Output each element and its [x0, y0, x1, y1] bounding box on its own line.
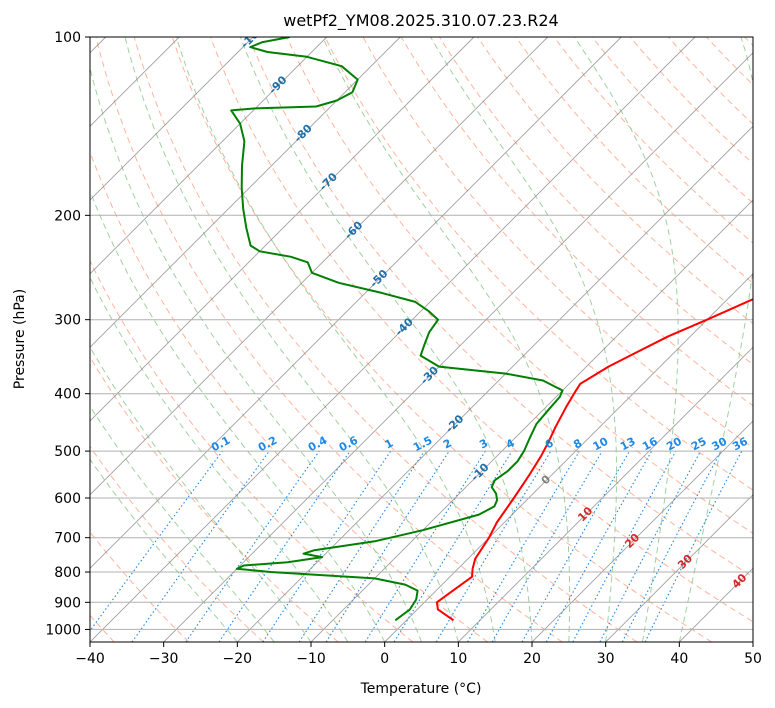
dry-adiabat-line	[400, 37, 753, 407]
mixing-ratio-label: 25	[689, 435, 709, 454]
mixing-ratio-line	[90, 450, 223, 632]
dry-adiabats	[90, 37, 753, 642]
y-tick-label: 700	[54, 531, 81, 547]
mixing-ratio-label: 13	[618, 435, 638, 454]
mixing-ratio-label: 20	[664, 435, 684, 454]
moist-adiabat-line	[90, 405, 275, 642]
y-tick-label: 400	[54, 387, 81, 403]
x-tick-label: 10	[449, 651, 467, 667]
plot-area: 0.10.20.40.611.52346810131620253036-100-…	[90, 37, 753, 642]
dry-adiabat-line	[171, 37, 712, 642]
profile-series	[230, 37, 753, 622]
moist-adiabat-line	[90, 189, 386, 642]
dry-adiabat-line	[477, 37, 753, 325]
isotherm-line	[605, 494, 753, 642]
dry-adiabat-line	[210, 37, 753, 623]
isotherm-line	[90, 37, 622, 569]
y-tick-label: 900	[54, 595, 81, 611]
isotherm-line	[90, 37, 401, 348]
isotherm-line	[236, 125, 753, 642]
y-tick-label: 500	[54, 444, 81, 460]
mixing-ratio-label: 30	[710, 435, 730, 454]
y-tick-label: 300	[54, 313, 81, 329]
mixing-ratio-line	[218, 450, 351, 642]
isotherm-line	[90, 37, 254, 201]
dry-adiabat-line	[629, 37, 753, 165]
x-tick-label: −20	[223, 651, 253, 667]
x-tick-label: −30	[149, 651, 179, 667]
mixing-ratio-line	[393, 450, 513, 642]
y-tick-label: 100	[54, 30, 81, 46]
mixing-ratio-line	[185, 450, 320, 642]
isotherm-line	[384, 273, 753, 642]
isotherm-line	[163, 52, 753, 642]
y-tick-label: 200	[54, 208, 81, 224]
chart-title: wetPf2_YM08.2025.310.07.23.R24	[283, 11, 558, 31]
moist-adiabat-line	[574, 37, 679, 642]
moist-adiabat-line	[678, 37, 753, 642]
dewpoint-line	[230, 37, 564, 622]
x-tick-label: 40	[670, 651, 688, 667]
isotherm-line	[90, 37, 549, 496]
dry-adiabat-line	[248, 37, 753, 578]
x-tick-label: −40	[75, 651, 105, 667]
mixing-ratio-label: 36	[730, 435, 750, 454]
moist-adiabat-line	[322, 37, 571, 642]
moist-adiabat-line	[90, 276, 349, 642]
mixing-ratio-label: 16	[640, 435, 660, 454]
dry-adiabat-line	[515, 37, 753, 284]
moist-adiabat-line	[124, 37, 459, 642]
dry-adiabat-line	[591, 37, 753, 204]
x-tick-label: 30	[597, 651, 615, 667]
moist-adiabat-line	[239, 37, 533, 642]
x-axis: −40 −30 −20 −10 0 10 20 30 40 50	[75, 642, 762, 667]
moist-adiabat-line	[90, 458, 238, 642]
y-tick-label: 1000	[45, 622, 81, 638]
x-axis-label: Temperature (°C)	[360, 681, 482, 697]
dry-adiabat-line	[90, 445, 264, 642]
mixing-ratio-lines	[90, 450, 743, 642]
mixing-ratio-line	[491, 450, 603, 642]
moist-adiabat-line	[90, 65, 422, 642]
dry-adiabat-line	[90, 259, 414, 642]
mixing-ratio-line	[325, 450, 450, 642]
isotherm-line	[90, 37, 328, 275]
y-axis-label: Pressure (hPa)	[12, 289, 28, 389]
isotherm-line	[90, 37, 475, 422]
x-tick-label: 0	[380, 651, 389, 667]
moist-adiabats	[90, 37, 753, 642]
pressure-gridlines	[90, 37, 753, 630]
isotherms	[90, 37, 753, 642]
mixing-ratio-line	[131, 450, 270, 642]
x-tick-label: 20	[523, 651, 541, 667]
y-tick-label: 600	[54, 491, 81, 507]
dry-adiabat-line	[133, 37, 638, 642]
x-tick-label: 50	[744, 651, 762, 667]
isotherm-line	[310, 199, 753, 642]
mixing-ratio-line	[435, 450, 552, 642]
dry-adiabat-line	[95, 37, 563, 642]
mixing-ratio-line	[467, 450, 580, 642]
mixing-ratio-label: 10	[591, 435, 611, 454]
temperature-line	[435, 298, 753, 622]
y-axis: 100 200 300 400 500 600 700 800 900 1000	[45, 30, 90, 638]
plot-frame	[89, 36, 754, 643]
mixing-ratio-line	[364, 450, 486, 642]
moist-adiabat-line	[175, 37, 496, 642]
moist-adiabat-line	[430, 37, 617, 642]
mixing-ratio-line	[572, 450, 677, 642]
y-tick-label: 800	[54, 565, 81, 581]
mixing-ratio-line	[521, 450, 630, 642]
isotherm-line	[457, 346, 753, 642]
x-tick-label: −10	[296, 651, 326, 667]
isotherm-line	[90, 37, 696, 642]
dry-adiabat-line	[324, 37, 753, 491]
isotherm-line	[531, 420, 753, 642]
